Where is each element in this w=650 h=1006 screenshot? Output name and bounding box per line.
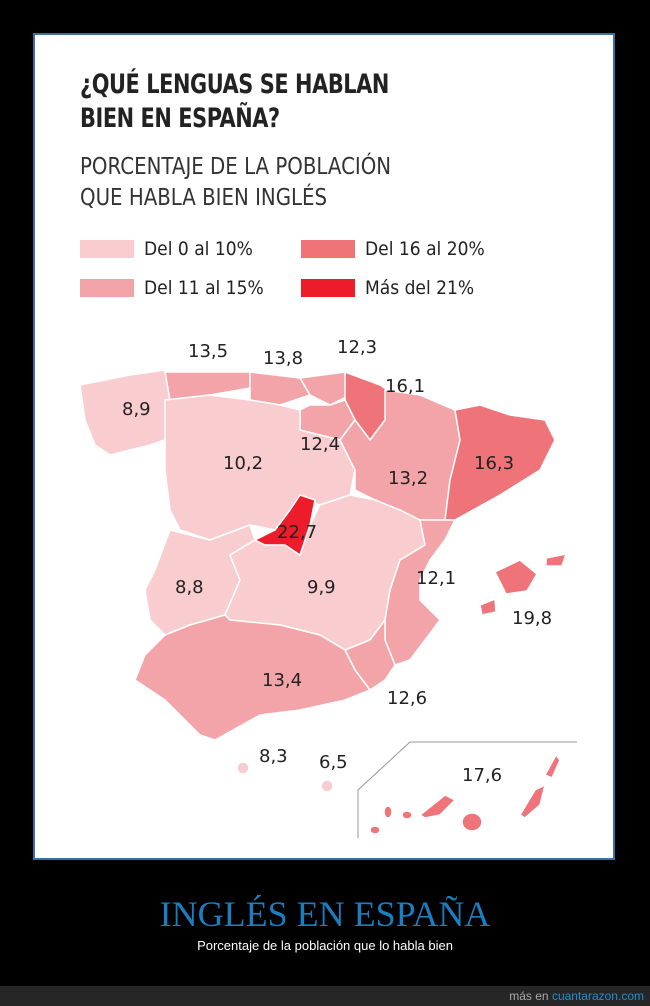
infographic-title: ¿QUÉ LENGUAS SE HABLAN BIEN EN ESPAÑA? (80, 68, 389, 136)
title-line: ¿QUÉ LENGUAS SE HABLAN (80, 69, 389, 100)
canarias-inset-border (357, 741, 411, 838)
region-asturias (164, 371, 251, 401)
footer-bar: más en cuantarazon.com (0, 986, 650, 1006)
region-cataluna (444, 404, 556, 521)
region-canarias (369, 754, 561, 835)
value-label: 10,2 (223, 453, 263, 474)
value-label: 12,6 (387, 688, 427, 709)
caption-subtitle: Porcentaje de la población que lo habla … (197, 938, 453, 953)
value-label: 13,5 (188, 341, 228, 362)
legend-item-21-plus: Más del 21% (301, 276, 486, 300)
legend-swatch (80, 279, 134, 297)
legend-label: Más del 21% (365, 277, 475, 299)
legend-label: Del 16 al 20% (365, 238, 485, 260)
legend-item-11-15: Del 11 al 15% (80, 276, 277, 300)
region-cantabria (249, 371, 311, 406)
island-ibiza (479, 598, 497, 616)
legend-item-0-10: Del 0 al 10% (80, 237, 265, 261)
island-menorca (545, 553, 567, 567)
region-baleares (479, 553, 567, 616)
title-line: BIEN EN ESPAÑA? (80, 103, 280, 134)
more-link-text: más en cuantarazon.com (509, 989, 644, 1003)
footer-prefix: más en (509, 989, 549, 1003)
value-label: 8,3 (259, 746, 288, 767)
value-label: 16,1 (385, 376, 425, 397)
legend-swatch (301, 240, 355, 258)
value-label: 8,8 (175, 577, 204, 598)
region-valencia (384, 519, 456, 666)
value-label: 12,3 (337, 337, 377, 358)
legend-label: Del 11 al 15% (144, 277, 264, 299)
value-label: 13,4 (262, 670, 302, 691)
region-values: 8,9 13,5 13,8 12,3 16,1 12,4 10,2 13,2 1… (122, 337, 552, 786)
site-link[interactable]: cuantarazon.com (551, 989, 644, 1003)
legend-swatch (301, 279, 355, 297)
region-galicia (79, 369, 171, 456)
subtitle-line: QUE HABLA BIEN INGLÉS (80, 185, 328, 211)
value-label: 19,8 (512, 608, 552, 629)
value-label: 12,1 (416, 568, 456, 589)
island-mallorca (494, 559, 538, 595)
region-pais-vasco (299, 371, 351, 406)
region-andalucia (134, 614, 371, 741)
value-label: 6,5 (319, 752, 348, 773)
region-melilla (320, 779, 334, 793)
legend-label: Del 0 al 10% (144, 238, 253, 260)
value-label: 13,8 (263, 348, 303, 369)
subtitle-line: PORCENTAJE DE LA POBLACIÓN (80, 154, 392, 180)
value-label: 12,4 (300, 434, 340, 455)
value-label: 8,9 (122, 399, 151, 420)
legend-item-16-20: Del 16 al 20% (301, 237, 498, 261)
value-label: 9,9 (307, 577, 336, 598)
value-label: 16,3 (474, 453, 514, 474)
region-madrid (254, 494, 316, 556)
value-label: 22,7 (277, 522, 317, 543)
value-label: 17,6 (462, 765, 502, 786)
caption-title: INGLÉS EN ESPAÑA (159, 894, 491, 934)
legend-swatch (80, 240, 134, 258)
region-ceuta (236, 761, 250, 775)
infographic-subtitle: PORCENTAJE DE LA POBLACIÓN QUE HABLA BIE… (80, 152, 391, 214)
value-label: 13,2 (388, 468, 428, 489)
